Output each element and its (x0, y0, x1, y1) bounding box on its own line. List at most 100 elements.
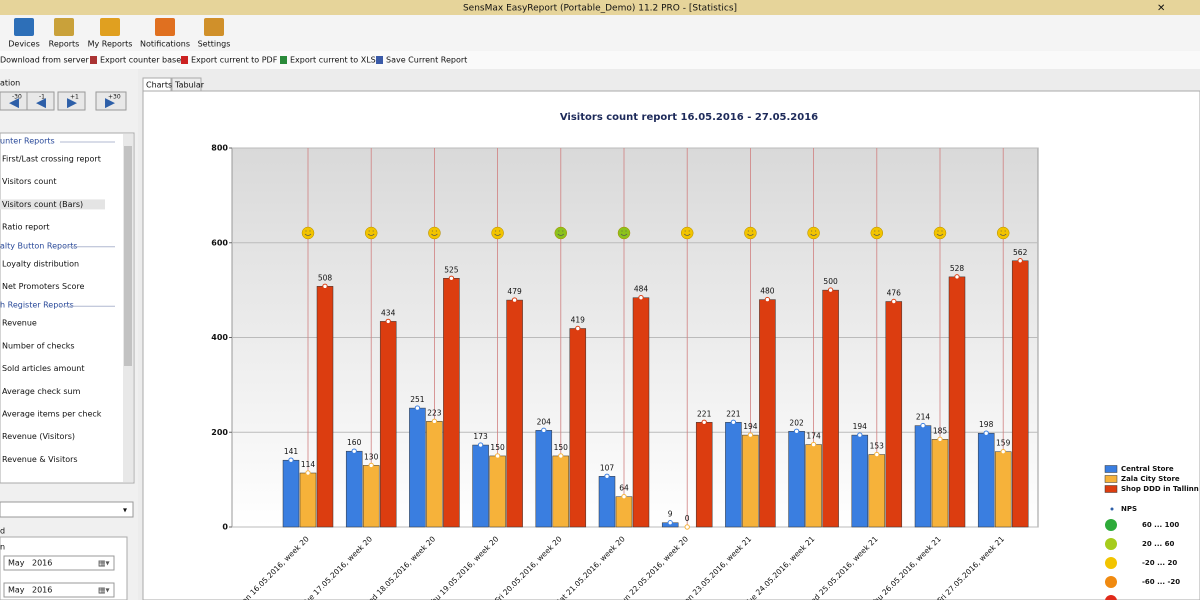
bar-point (983, 430, 989, 436)
tab-label[interactable]: Charts (146, 81, 172, 90)
bar-point (1000, 448, 1006, 455)
value-label: 500 (823, 277, 838, 286)
toolbar-icon[interactable] (54, 18, 74, 36)
value-label: 194 (743, 422, 758, 431)
report-item[interactable]: Loyalty distribution (2, 259, 79, 268)
bar (742, 434, 759, 528)
bar (489, 455, 506, 528)
step-arrow: ▶ (105, 96, 115, 111)
bar-point (322, 283, 328, 290)
action-label[interactable]: Download from server (0, 56, 90, 65)
report-list (0, 132, 135, 484)
bar-point (874, 451, 880, 458)
nps-smiley (870, 226, 884, 240)
smiley-face (936, 230, 944, 236)
value-label: 221 (726, 409, 741, 418)
report-item[interactable]: First/Last crossing report (2, 155, 101, 164)
report-item[interactable]: Ratio report (2, 223, 50, 232)
toolbar-icon[interactable] (100, 18, 120, 36)
value-label: 141 (284, 447, 299, 456)
value-label: 150 (490, 443, 505, 452)
tab[interactable] (142, 77, 172, 92)
report-item[interactable]: Revenue (Visitors) (2, 432, 75, 441)
report-item[interactable]: Number of checks (2, 341, 75, 350)
bar (851, 434, 869, 528)
value-label: 204 (537, 417, 552, 426)
toolbar-label[interactable]: Settings (198, 40, 231, 49)
nps-smiley (428, 226, 441, 240)
nps-smiley (364, 226, 378, 240)
value-label: 223 (427, 408, 442, 417)
report-item[interactable]: Visitors count (2, 177, 57, 186)
report-item[interactable]: Average items per check (2, 410, 102, 419)
action-label[interactable]: Export current to XLS (290, 56, 376, 65)
bar (695, 422, 713, 528)
bar (299, 472, 317, 528)
bar (569, 328, 587, 528)
toolbar-label[interactable]: My Reports (88, 40, 133, 49)
nps-legend-icon (1105, 519, 1117, 531)
step-button[interactable] (26, 91, 55, 111)
action-label[interactable]: Export current to PDF (191, 56, 278, 65)
value-label: 114 (301, 460, 316, 469)
nps-legend-icon (1105, 595, 1117, 600)
toolbar-icon[interactable] (155, 18, 175, 36)
y-tick-label: 200 (211, 428, 228, 437)
report-item[interactable]: Average check sum (2, 387, 81, 396)
bar (788, 431, 805, 528)
value-label: 484 (634, 285, 649, 294)
step-button[interactable] (95, 91, 127, 111)
toolbar-icon[interactable] (204, 18, 224, 36)
bar-point (1017, 258, 1023, 264)
report-item[interactable]: Revenue (2, 319, 37, 328)
date-field[interactable] (3, 555, 115, 571)
tab[interactable] (171, 77, 202, 92)
report-item[interactable]: Visitors count (Bars) (2, 200, 83, 209)
report-item[interactable]: Net Promoters Score (2, 282, 85, 291)
scroll-thumb[interactable] (124, 146, 132, 366)
value-label: 434 (381, 308, 396, 317)
action-label[interactable]: Export counter base (100, 56, 181, 65)
close-button[interactable]: ✕ (1157, 3, 1165, 14)
bar-point (857, 432, 863, 438)
step-button[interactable] (57, 91, 86, 111)
value-label: 525 (444, 265, 459, 274)
report-item[interactable]: Sold articles amount (2, 364, 85, 373)
report-item[interactable]: Revenue & Visitors (2, 455, 78, 464)
date-field[interactable] (3, 582, 115, 598)
bar (552, 455, 570, 528)
legend-label: Zala City Store (1121, 475, 1180, 483)
nps-smiley (933, 226, 947, 240)
bar (948, 276, 966, 528)
value-label: 221 (697, 409, 712, 418)
value-label: 194 (853, 422, 868, 431)
nps-smiley (554, 226, 568, 240)
bar-point (368, 462, 374, 469)
action-label[interactable]: Save Current Report (386, 56, 467, 65)
toolbar (0, 15, 1200, 51)
nps-legend-label: -60 ... -20 (1142, 578, 1180, 586)
value-label: 107 (600, 463, 615, 472)
toolbar-label[interactable]: Reports (49, 40, 80, 49)
smiley-face (620, 230, 628, 236)
value-label: 153 (870, 442, 885, 451)
value-label: 419 (571, 315, 586, 324)
bar (409, 407, 426, 528)
bar-point (954, 274, 960, 280)
value-label: 479 (507, 287, 522, 296)
step-arrow: ▶ (67, 96, 77, 111)
nps-smiley (491, 226, 504, 240)
toolbar-label[interactable]: Devices (8, 40, 40, 49)
toolbar-icon[interactable] (14, 18, 34, 36)
nps-legend-label: -20 ... 20 (1142, 559, 1177, 567)
value-label: 202 (789, 418, 804, 427)
bar (977, 432, 995, 528)
bar-point (385, 318, 391, 325)
nps-smiley (744, 226, 757, 240)
dropdown[interactable] (0, 501, 134, 518)
tab-label[interactable]: Tabular (174, 81, 205, 90)
bar (994, 451, 1012, 528)
nps-smiley (301, 226, 315, 240)
nps-title: NPS (1121, 505, 1137, 513)
toolbar-label[interactable]: Notifications (140, 40, 190, 49)
